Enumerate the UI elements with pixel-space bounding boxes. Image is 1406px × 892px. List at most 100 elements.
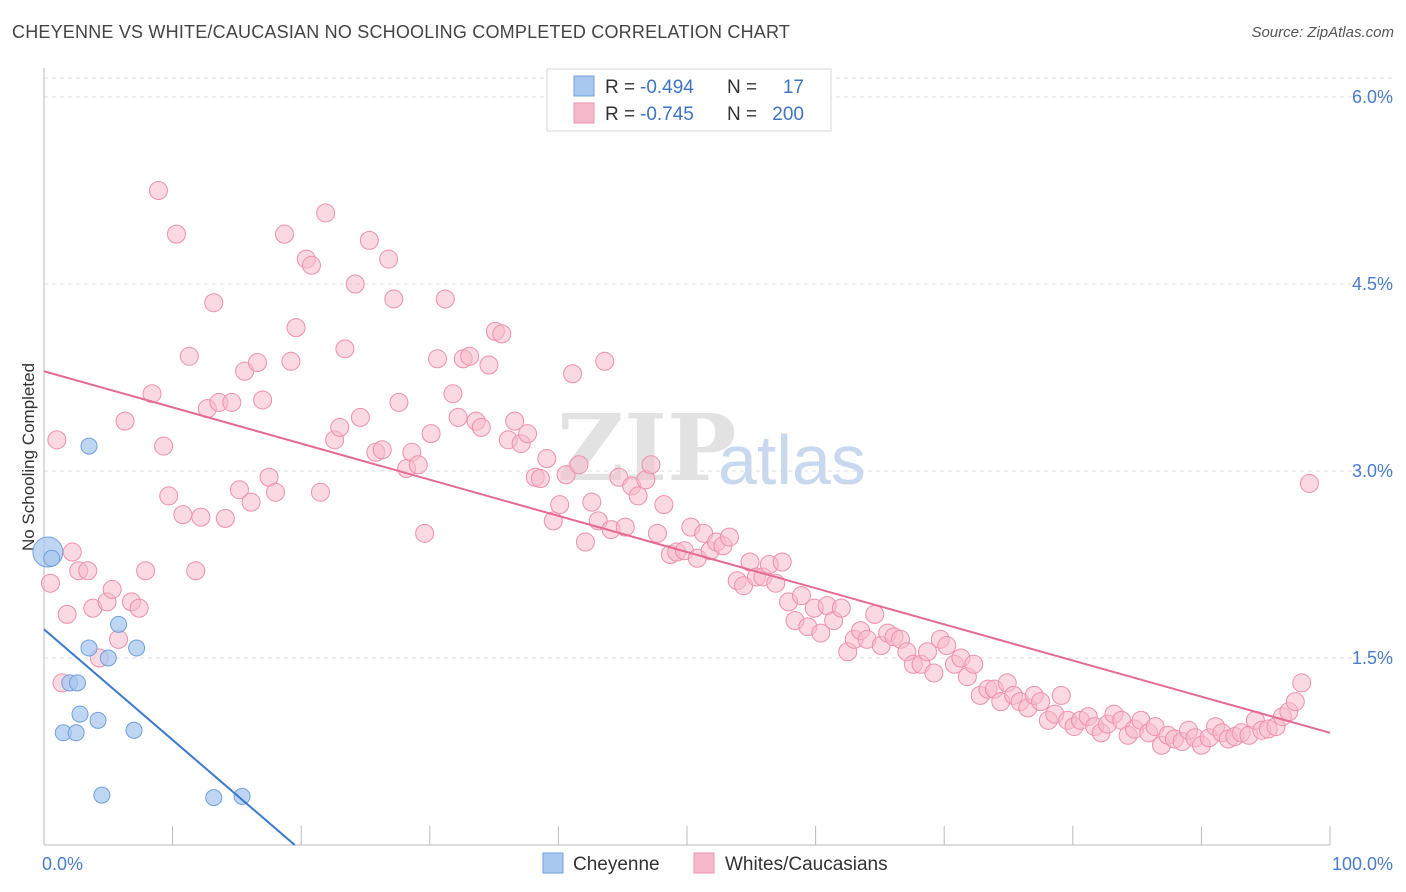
whites-point	[831, 598, 851, 618]
legend-r-value-1: -0.494	[640, 77, 694, 98]
cheyenne-point	[89, 711, 107, 729]
whites-point	[389, 392, 409, 412]
whites-point	[917, 642, 937, 662]
whites-point	[102, 579, 122, 599]
whites-point	[154, 436, 174, 456]
whites-point	[550, 495, 570, 515]
whites-point	[460, 346, 480, 366]
cheyenne-trend-line	[43, 628, 296, 846]
whites-points	[40, 181, 1319, 755]
whites-point	[924, 663, 944, 683]
whites-point	[286, 318, 306, 338]
legend-box: R = -0.494 N = 17 R = -0.745 N = 200	[546, 68, 832, 132]
whites-point	[384, 289, 404, 309]
x-tick-label: 100.0%	[1332, 854, 1393, 874]
axes	[43, 68, 1331, 846]
whites-point	[301, 255, 321, 275]
legend-swatch-whites	[573, 102, 595, 124]
whites-point	[1031, 692, 1051, 712]
source-label: Source: ZipAtlas.com	[1251, 24, 1394, 41]
watermark-atlas: atlas	[718, 421, 866, 499]
whites-point	[518, 424, 538, 444]
whites-point	[109, 629, 129, 649]
whites-point	[57, 604, 77, 624]
whites-point	[530, 468, 550, 488]
x-tick-label: 0.0%	[42, 854, 83, 874]
whites-point	[479, 355, 499, 375]
whites-point	[359, 230, 379, 250]
cheyenne-point	[205, 789, 223, 807]
bottom-legend-swatch-whites	[693, 852, 715, 874]
whites-point	[173, 505, 193, 525]
y-tick-label: 3.0%	[1352, 461, 1393, 481]
whites-point	[229, 480, 249, 500]
cheyenne-point	[125, 721, 143, 739]
whites-point	[1292, 673, 1312, 693]
whites-point	[372, 440, 392, 460]
cheyenne-point	[128, 639, 146, 657]
whites-point	[1051, 685, 1071, 705]
whites-point	[166, 224, 186, 244]
legend-r-label-2: R =	[605, 104, 635, 125]
cheyenne-point	[99, 649, 117, 667]
whites-point	[186, 561, 206, 581]
whites-point	[379, 249, 399, 269]
whites-point	[428, 349, 448, 369]
whites-point	[241, 492, 261, 512]
legend-n-value-2: 200	[772, 104, 804, 125]
legend-r-label-1: R =	[605, 77, 635, 98]
whites-point	[274, 224, 294, 244]
whites-point	[222, 392, 242, 412]
bottom-legend-whites: Whites/Caucasians	[725, 854, 888, 875]
whites-point	[350, 407, 370, 427]
whites-point	[215, 508, 235, 528]
whites-point	[78, 561, 98, 581]
whites-point	[345, 274, 365, 294]
whites-point	[415, 523, 435, 543]
whites-point	[191, 507, 211, 527]
whites-point	[964, 654, 984, 674]
whites-point	[253, 390, 273, 410]
cheyenne-point	[43, 549, 61, 567]
whites-point	[421, 424, 441, 444]
whites-point	[1285, 692, 1305, 712]
legend-swatch-cheyenne	[573, 75, 595, 97]
whites-trend-line	[43, 370, 1331, 734]
cheyenne-point	[80, 639, 98, 657]
whites-point	[435, 289, 455, 309]
whites-point	[136, 561, 156, 581]
whites-point	[492, 324, 512, 344]
cheyenne-point	[68, 674, 86, 692]
whites-point	[448, 407, 468, 427]
whites-point	[159, 486, 179, 506]
y-tick-label: 6.0%	[1352, 87, 1393, 107]
cheyenne-point	[80, 437, 98, 455]
whites-point	[575, 532, 595, 552]
whites-point	[148, 181, 168, 200]
whites-point	[628, 486, 648, 506]
whites-point	[179, 346, 199, 366]
whites-point	[204, 293, 224, 313]
whites-point	[281, 351, 301, 371]
whites-point	[647, 523, 667, 543]
whites-point	[471, 417, 491, 437]
whites-point	[654, 495, 674, 515]
whites-point	[40, 573, 60, 593]
whites-point	[641, 455, 661, 475]
bottom-legend: Cheyenne Whites/Caucasians	[542, 852, 888, 875]
whites-point	[247, 353, 267, 373]
legend-n-label-1: N =	[727, 77, 757, 98]
whites-point	[443, 384, 463, 404]
whites-point	[569, 455, 589, 475]
whites-point	[772, 552, 792, 572]
whites-point	[1299, 473, 1319, 493]
whites-point	[937, 636, 957, 656]
whites-point	[142, 384, 162, 404]
whites-point	[791, 586, 811, 606]
x-tick-labels: 0.0% 100.0%	[42, 854, 1393, 874]
cheyenne-point	[67, 724, 85, 742]
y-axis-label: No Schooling Completed	[19, 363, 38, 551]
whites-point	[129, 598, 149, 618]
whites-point	[537, 449, 557, 469]
